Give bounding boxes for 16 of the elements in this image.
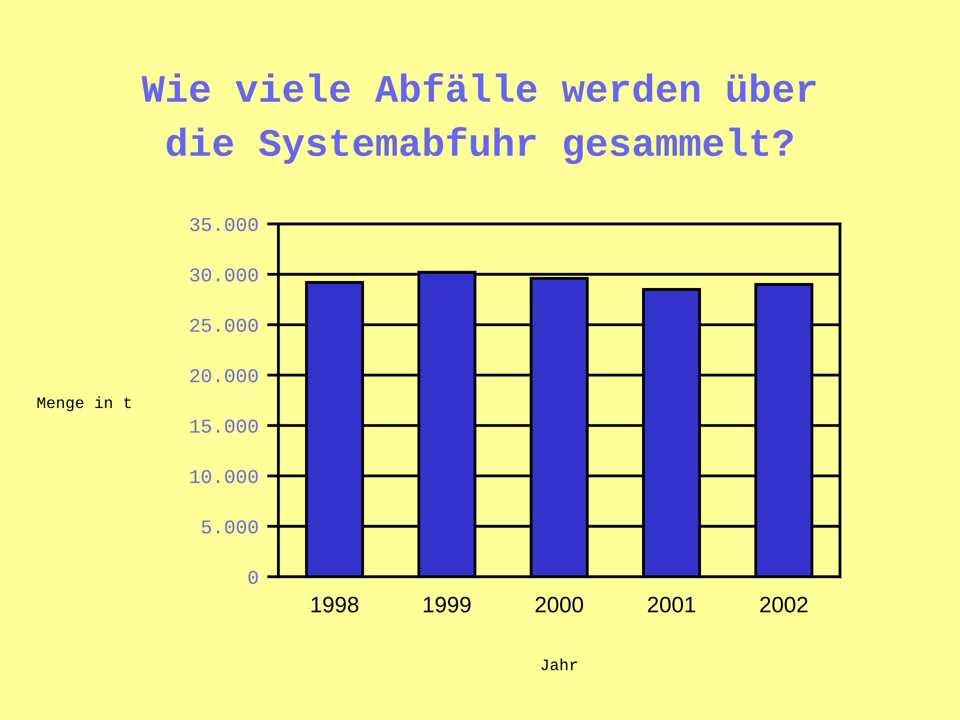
y-tick-label: 0	[248, 570, 258, 584]
y-tick-label: 25.000	[190, 318, 258, 332]
chart-title: Wie viele Abfälle werden über die Systemabfuhr gesammelt?	[142, 72, 816, 164]
x-tick-label: 2000	[536, 596, 584, 612]
x-tick-label: 2001	[648, 596, 696, 612]
y-axis-title: Menge in t	[38, 396, 131, 412]
x-tick-label: 1999	[424, 596, 471, 612]
y-tick-label: 15.000	[190, 420, 258, 433]
y-tick-label: 10.000	[190, 470, 258, 484]
x-tick-label: 2002	[760, 596, 808, 612]
x-axis-title: Jahr	[541, 658, 577, 670]
y-tick-label: 20.000	[190, 369, 258, 382]
x-tick-label: 1998	[312, 596, 358, 612]
y-tick-label: 5.000	[202, 520, 258, 534]
y-tick-label: 35.000	[190, 218, 258, 232]
y-tick-label: 30.000	[190, 268, 258, 282]
